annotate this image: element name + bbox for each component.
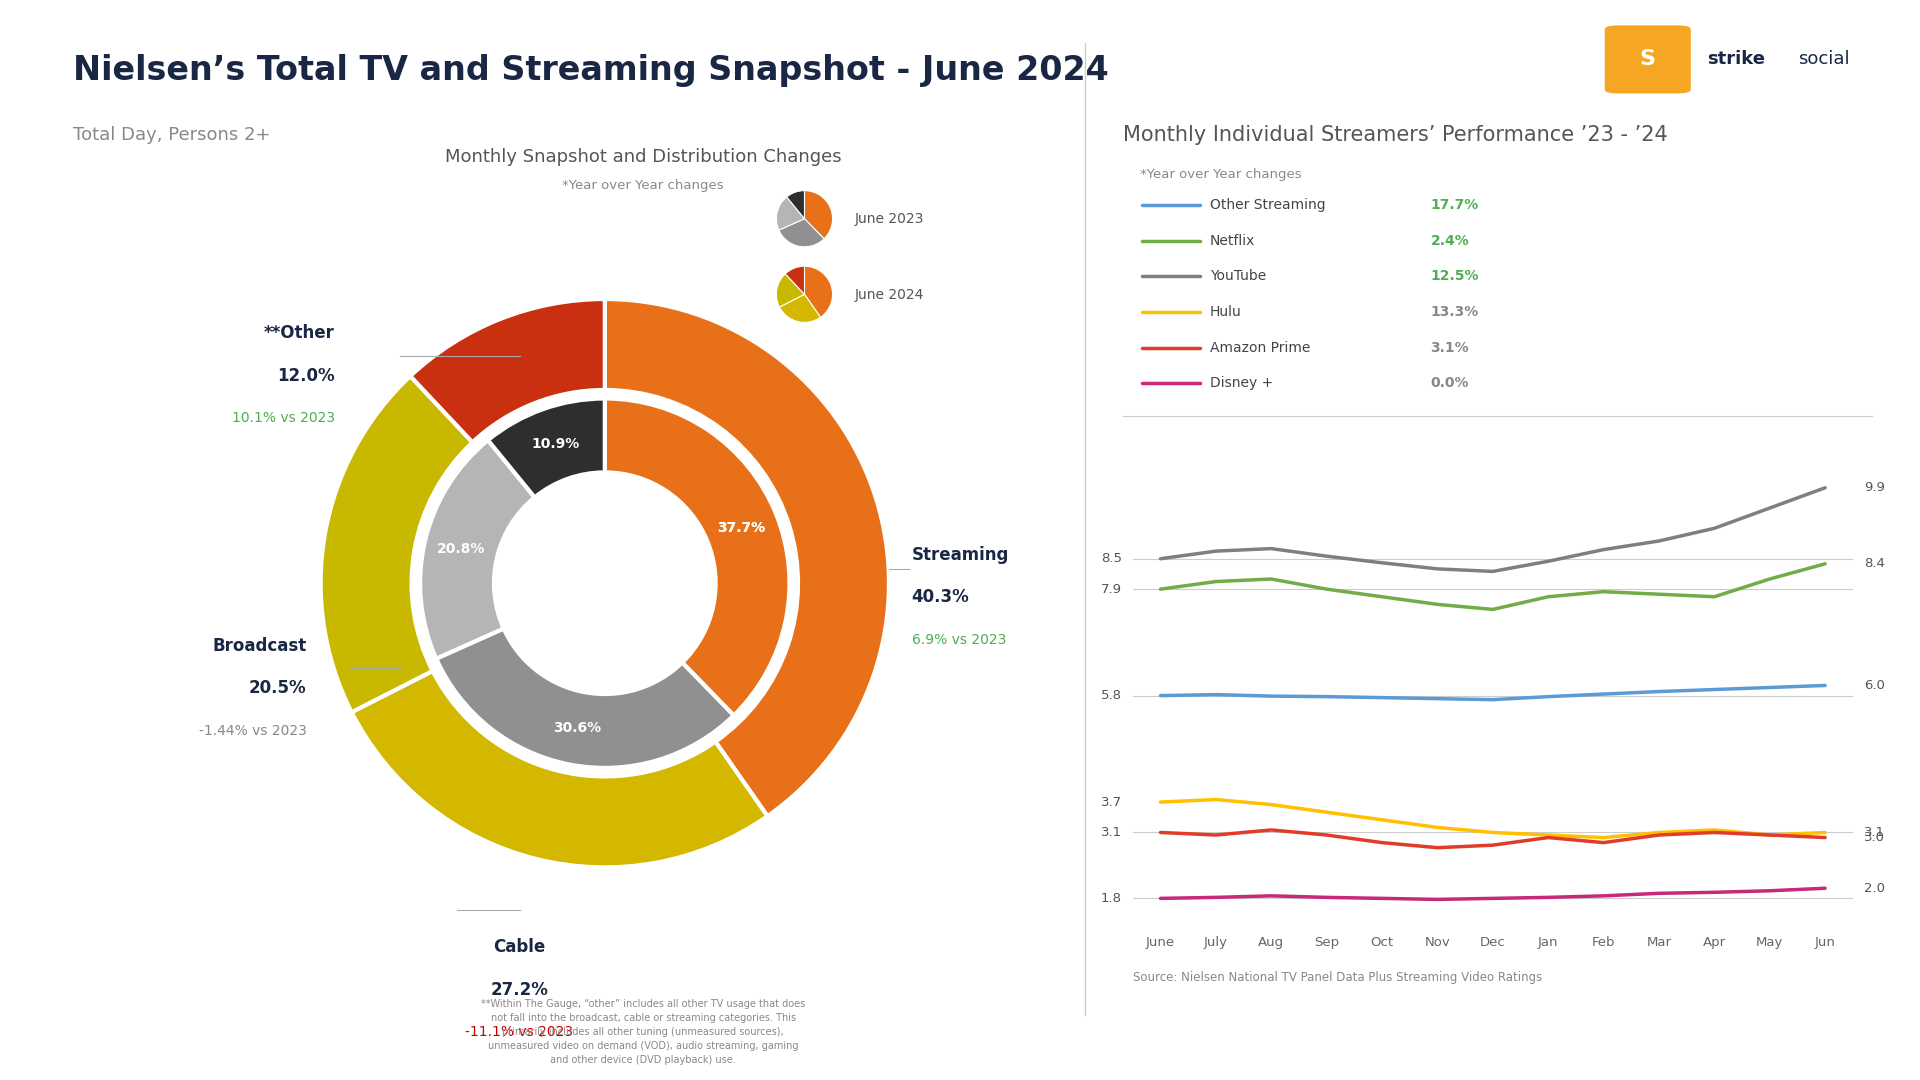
- Text: **Other: **Other: [263, 324, 334, 342]
- Wedge shape: [351, 671, 768, 867]
- Text: Disney +: Disney +: [1210, 377, 1273, 390]
- Text: strike: strike: [1707, 51, 1764, 68]
- Text: 40.3%: 40.3%: [912, 589, 970, 606]
- Text: 5.8: 5.8: [1100, 689, 1121, 702]
- Text: *Year over Year changes: *Year over Year changes: [563, 179, 724, 192]
- Wedge shape: [780, 218, 824, 246]
- Text: Hulu: Hulu: [1210, 306, 1242, 319]
- Text: Cable: Cable: [493, 937, 545, 956]
- Text: Other Streaming: Other Streaming: [1210, 199, 1325, 212]
- Text: Monthly Snapshot and Distribution Changes: Monthly Snapshot and Distribution Change…: [445, 148, 841, 165]
- Wedge shape: [420, 441, 534, 659]
- Text: 10.9%: 10.9%: [532, 437, 580, 451]
- FancyBboxPatch shape: [1605, 25, 1692, 93]
- Text: Source: Nielsen National TV Panel Data Plus Streaming Video Ratings: Source: Nielsen National TV Panel Data P…: [1133, 971, 1542, 984]
- Text: Monthly Individual Streamers’ Performance ’23 - ’24: Monthly Individual Streamers’ Performanc…: [1123, 125, 1668, 145]
- Text: 8.5: 8.5: [1100, 552, 1121, 565]
- Text: -1.44% vs 2023: -1.44% vs 2023: [198, 724, 307, 738]
- Text: 37.7%: 37.7%: [718, 521, 766, 535]
- Text: 3.0: 3.0: [1864, 831, 1885, 845]
- Text: 13.3%: 13.3%: [1430, 306, 1478, 319]
- Text: June 2024: June 2024: [854, 288, 924, 301]
- Text: 30.6%: 30.6%: [553, 721, 601, 735]
- Text: 2.4%: 2.4%: [1430, 234, 1469, 247]
- Text: 20.8%: 20.8%: [438, 542, 486, 556]
- Text: -11.1% vs 2023: -11.1% vs 2023: [465, 1025, 574, 1039]
- Text: June 2023: June 2023: [854, 213, 924, 226]
- Text: social: social: [1799, 51, 1849, 68]
- Text: 37.7%: 37.7%: [718, 521, 766, 535]
- Text: YouTube: YouTube: [1210, 270, 1265, 283]
- Wedge shape: [804, 190, 833, 239]
- Text: 10.1% vs 2023: 10.1% vs 2023: [232, 411, 334, 426]
- Text: 9.9: 9.9: [1864, 482, 1885, 495]
- Text: 2.0: 2.0: [1864, 881, 1885, 894]
- Wedge shape: [436, 629, 733, 768]
- Text: 3.1: 3.1: [1864, 826, 1885, 839]
- Wedge shape: [776, 197, 804, 230]
- Text: 12.0%: 12.0%: [276, 367, 334, 384]
- Text: *Year over Year changes: *Year over Year changes: [1140, 168, 1302, 181]
- Text: 3.7: 3.7: [1100, 796, 1121, 809]
- Text: 6.9% vs 2023: 6.9% vs 2023: [912, 633, 1006, 647]
- Text: Broadcast: Broadcast: [213, 637, 307, 654]
- Text: Total Day, Persons 2+: Total Day, Persons 2+: [73, 126, 271, 144]
- Text: Streaming: Streaming: [912, 545, 1010, 564]
- Wedge shape: [776, 274, 804, 307]
- Text: 20.5%: 20.5%: [250, 679, 307, 698]
- Text: **Within The Gauge, “other” includes all other TV usage that does
not fall into : **Within The Gauge, “other” includes all…: [482, 999, 804, 1065]
- Wedge shape: [785, 266, 804, 295]
- Text: 17.7%: 17.7%: [1430, 199, 1478, 212]
- Text: 8.4: 8.4: [1864, 557, 1885, 570]
- Text: 3.1: 3.1: [1100, 826, 1121, 839]
- Wedge shape: [780, 295, 820, 322]
- Text: 0.0%: 0.0%: [1430, 377, 1469, 390]
- Wedge shape: [804, 266, 833, 318]
- Wedge shape: [605, 399, 789, 715]
- Wedge shape: [411, 299, 605, 443]
- Text: Netflix: Netflix: [1210, 234, 1256, 247]
- Text: 3.1%: 3.1%: [1430, 341, 1469, 354]
- Text: Nielsen’s Total TV and Streaming Snapshot - June 2024: Nielsen’s Total TV and Streaming Snapsho…: [73, 54, 1108, 86]
- Wedge shape: [321, 376, 472, 712]
- Text: S: S: [1640, 50, 1655, 69]
- Text: 1.8: 1.8: [1100, 892, 1121, 905]
- Text: 12.5%: 12.5%: [1430, 270, 1478, 283]
- Wedge shape: [787, 190, 804, 218]
- Text: Amazon Prime: Amazon Prime: [1210, 341, 1309, 354]
- Text: 6.0: 6.0: [1864, 679, 1885, 692]
- Text: 7.9: 7.9: [1100, 582, 1121, 596]
- Wedge shape: [488, 399, 605, 498]
- Text: 27.2%: 27.2%: [492, 981, 549, 999]
- Wedge shape: [605, 299, 889, 816]
